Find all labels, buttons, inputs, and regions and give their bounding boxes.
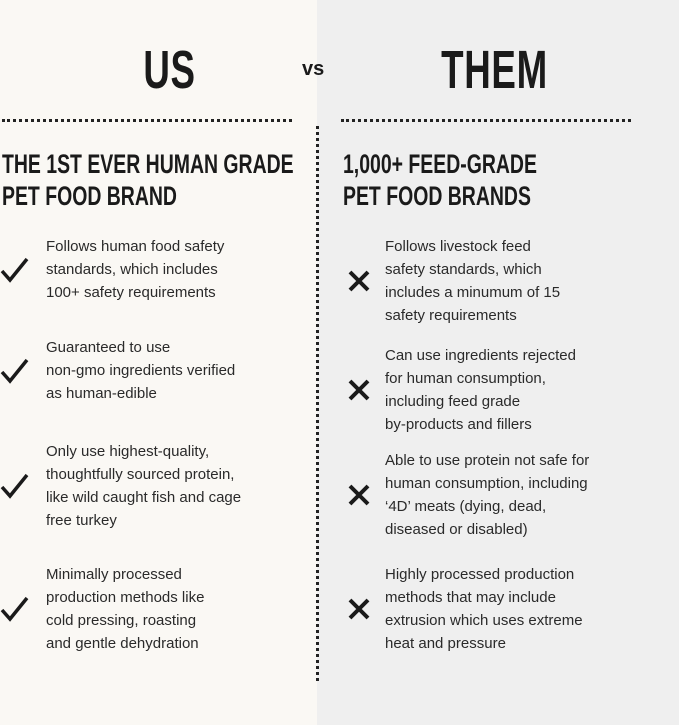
vs-label: vs (302, 58, 325, 80)
us-item: Only use highest-quality, thoughtfully s… (0, 440, 241, 532)
them-item: Follows livestock feed safety standards,… (343, 235, 560, 327)
us-item: Guaranteed to use non-gmo ingredients ve… (0, 336, 235, 405)
them-subheading: 1,000+ FEED-GRADE PET FOOD BRANDS (343, 149, 537, 211)
left-divider (2, 119, 292, 122)
us-item-text: Only use highest-quality, thoughtfully s… (46, 443, 242, 529)
x-icon (343, 483, 375, 507)
them-item-text: Follows livestock feed safety standards,… (385, 238, 561, 324)
them-heading: THEM (441, 40, 548, 100)
check-icon (0, 473, 32, 499)
them-item: Able to use protein not safe for human c… (343, 449, 589, 541)
center-divider (316, 126, 319, 681)
us-item-text: Guaranteed to use non-gmo ingredients ve… (46, 339, 236, 402)
us-item: Minimally processed production methods l… (0, 563, 204, 655)
check-icon (0, 596, 32, 622)
check-icon (0, 257, 32, 283)
us-heading: US (143, 40, 196, 100)
x-icon (343, 597, 375, 621)
us-subheading: THE 1ST EVER HUMAN GRADE PET FOOD BRAND (2, 149, 294, 211)
them-item-text: Can use ingredients rejected for human c… (385, 347, 576, 433)
us-item-text: Minimally processed production methods l… (46, 566, 205, 652)
them-item-text: Highly processed production methods that… (385, 566, 583, 652)
check-icon (0, 358, 32, 384)
them-item: Highly processed production methods that… (343, 563, 583, 655)
us-item-text: Follows human food safety standards, whi… (46, 238, 225, 301)
x-icon (343, 378, 375, 402)
right-divider (341, 119, 631, 122)
them-item-text: Able to use protein not safe for human c… (385, 452, 590, 538)
them-item: Can use ingredients rejected for human c… (343, 344, 576, 436)
us-item: Follows human food safety standards, whi… (0, 235, 224, 304)
x-icon (343, 269, 375, 293)
